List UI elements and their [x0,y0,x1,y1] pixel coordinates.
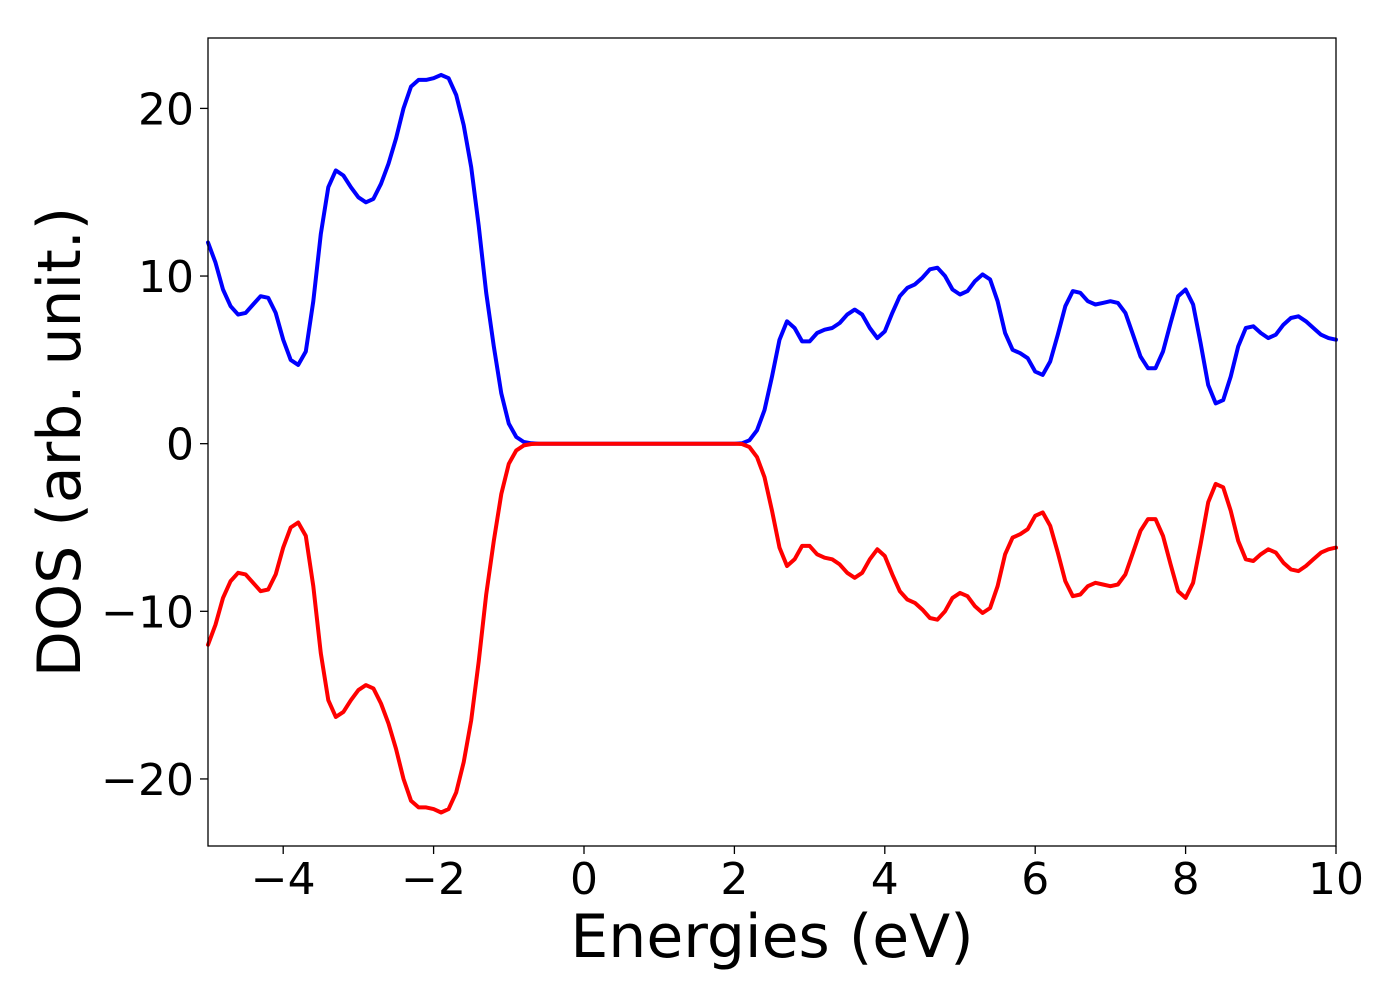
x-tick-label: −2 [401,854,466,905]
y-tick-label: 10 [138,252,194,303]
x-tick-label: −4 [251,854,316,905]
y-tick-label: 0 [166,420,194,471]
x-tick-label: 2 [720,854,748,905]
y-axis-title: DOS (arb. unit.) [25,207,95,677]
x-axis-title: Energies (eV) [570,902,973,972]
plot-frame [207,37,1337,847]
x-tick-label: 10 [1308,854,1364,905]
y-axis: −20 −10 0 10 20 [101,84,208,806]
x-tick-label: 0 [570,854,598,905]
y-tick-label: −10 [101,587,194,638]
x-tick-label: 4 [871,854,899,905]
x-tick-label: 6 [1021,854,1049,905]
y-tick-label: 20 [138,84,194,135]
x-axis: −4 −2 0 2 4 6 8 10 [251,846,1364,905]
series-line-spin-up [206,72,1338,446]
x-tick-label: 8 [1172,854,1200,905]
series-layer [206,72,1338,815]
y-tick-label: −20 [101,755,194,806]
series-line-spin-down [206,441,1338,815]
